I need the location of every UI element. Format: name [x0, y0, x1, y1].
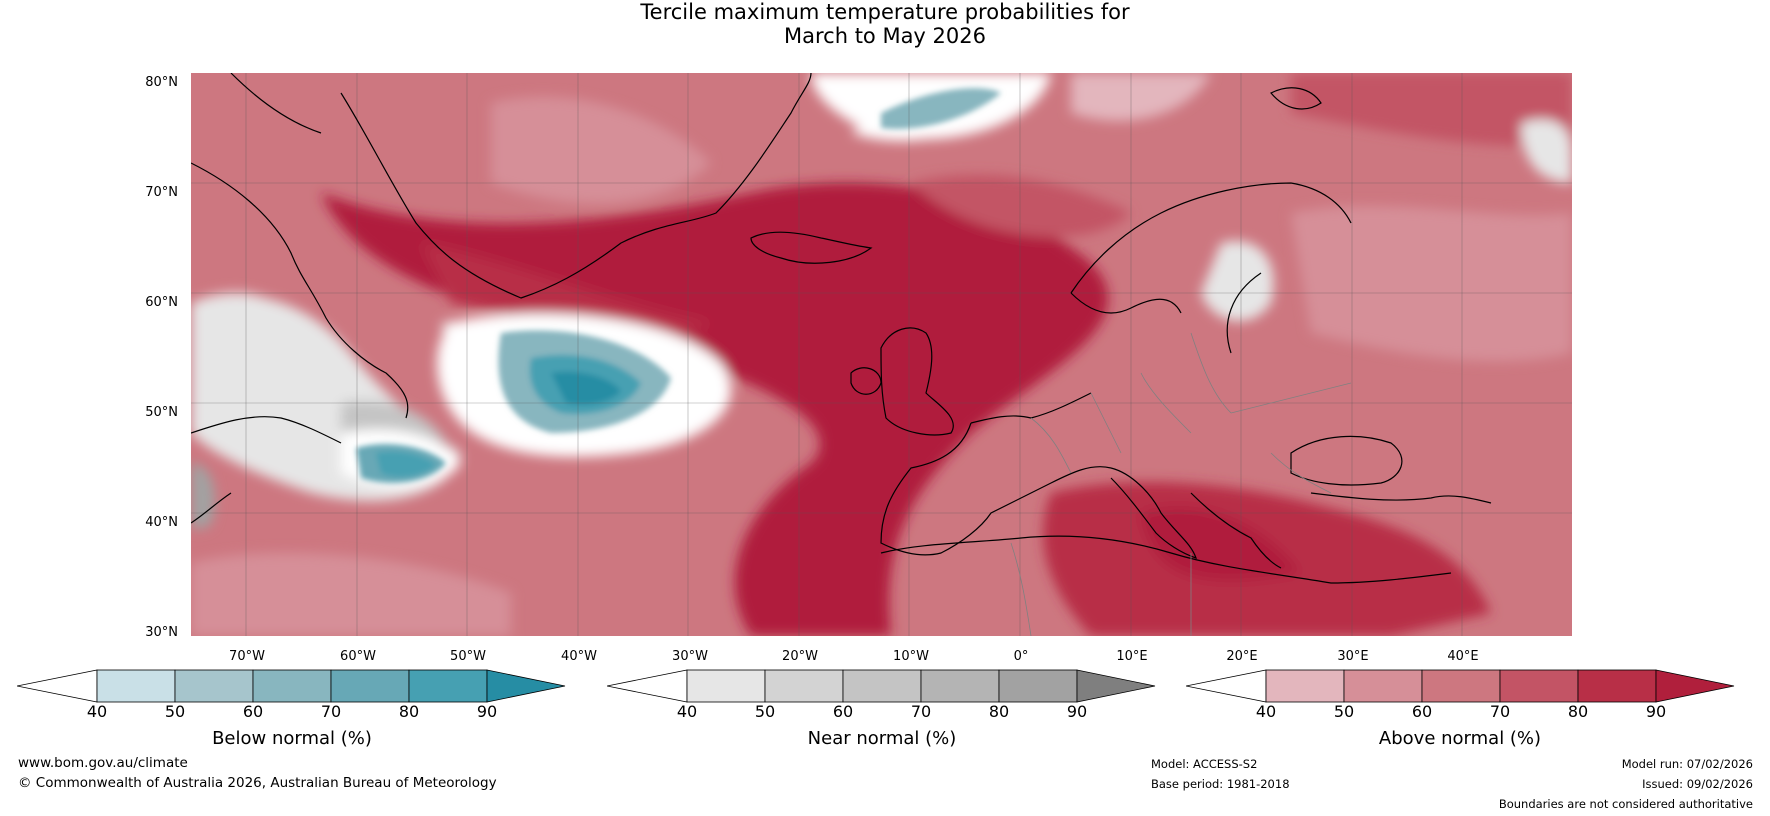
colorbar-segment — [96, 669, 176, 703]
colorbar-segment — [1499, 669, 1579, 703]
lat-label-40n: 40°N — [145, 515, 178, 530]
cb-tick: 70 — [320, 702, 342, 721]
lon-label-60w: 60°W — [340, 649, 376, 664]
below-normal-label: Below normal (%) — [212, 728, 372, 749]
colorbar-segment — [252, 669, 332, 703]
colorbar-extend-low — [16, 669, 98, 703]
near-normal-label: Near normal (%) — [807, 728, 957, 749]
cb-tick: 80 — [1567, 702, 1589, 721]
colorbar-near-normal — [606, 669, 1157, 707]
cb-tick: 90 — [476, 702, 498, 721]
lat-label-30n: 30°N — [145, 625, 178, 640]
cb-tick: 70 — [1489, 702, 1511, 721]
graticule — [191, 73, 1572, 636]
colorbar-segment — [1577, 669, 1657, 703]
cb-tick: 40 — [1255, 702, 1277, 721]
lat-label-50n: 50°N — [145, 405, 178, 420]
colorbar-extend-high — [486, 669, 566, 703]
lon-label-10w: 10°W — [893, 649, 929, 664]
map-title: Tercile maximum temperature probabilitie… — [0, 0, 1770, 48]
colorbar-segment — [1343, 669, 1423, 703]
colorbar-extend-low — [606, 669, 688, 703]
lon-label-20w: 20°W — [782, 649, 818, 664]
cb-tick: 50 — [164, 702, 186, 721]
colorbar-segment — [686, 669, 766, 703]
base-period-text: Base period: 1981-2018 — [1151, 777, 1290, 791]
cb-tick: 60 — [242, 702, 264, 721]
copyright-text: © Commonwealth of Australia 2026, Austra… — [18, 775, 497, 791]
title-line-2: March to May 2026 — [784, 24, 986, 48]
lon-label-50w: 50°W — [450, 649, 486, 664]
lat-label-70n: 70°N — [145, 185, 178, 200]
lat-label-80n: 80°N — [145, 75, 178, 90]
cb-tick: 40 — [86, 702, 108, 721]
cb-tick: 50 — [1333, 702, 1355, 721]
colorbar-extend-low — [1185, 669, 1267, 703]
cb-tick: 60 — [832, 702, 854, 721]
lon-label-70w: 70°W — [229, 649, 265, 664]
map-canvas — [191, 73, 1572, 636]
title-line-1: Tercile maximum temperature probabilitie… — [640, 0, 1130, 24]
cb-tick: 90 — [1645, 702, 1667, 721]
cb-tick: 90 — [1066, 702, 1088, 721]
website-link[interactable]: www.bom.gov.au/climate — [18, 755, 188, 771]
model-text: Model: ACCESS-S2 — [1151, 757, 1258, 771]
lat-label-60n: 60°N — [145, 295, 178, 310]
colorbar-extend-high — [1655, 669, 1735, 703]
colorbar-segment — [998, 669, 1078, 703]
colorbar-segment — [174, 669, 254, 703]
cb-tick: 80 — [988, 702, 1010, 721]
lon-label-0: 0° — [1013, 649, 1029, 664]
colorbar-extend-high — [1076, 669, 1156, 703]
boundaries-text: Boundaries are not considered authoritat… — [1498, 797, 1753, 811]
lon-label-30w: 30°W — [672, 649, 708, 664]
model-run-text: Model run: 07/02/2026 — [1621, 757, 1753, 771]
colorbar-segment — [842, 669, 922, 703]
issued-text: Issued: 09/02/2026 — [1642, 777, 1753, 791]
colorbar-segment — [1265, 669, 1345, 703]
probability-map — [191, 73, 1572, 636]
colorbar-below-normal — [16, 669, 567, 707]
above-normal-label: Above normal (%) — [1378, 728, 1542, 749]
lon-label-30e: 30°E — [1337, 649, 1369, 664]
country-borders — [1010, 332, 1352, 636]
cb-tick: 50 — [754, 702, 776, 721]
colorbar-above-normal — [1185, 669, 1736, 707]
cb-tick: 40 — [676, 702, 698, 721]
colorbar-segment — [408, 669, 488, 703]
colorbar-segment — [920, 669, 1000, 703]
lon-label-10e: 10°E — [1116, 649, 1148, 664]
lon-label-40e: 40°E — [1447, 649, 1479, 664]
cb-tick: 80 — [398, 702, 420, 721]
colorbar-segment — [764, 669, 844, 703]
cb-tick: 60 — [1411, 702, 1433, 721]
cb-tick: 70 — [910, 702, 932, 721]
lon-label-40w: 40°W — [561, 649, 597, 664]
lon-label-20e: 20°E — [1226, 649, 1258, 664]
colorbar-segment — [330, 669, 410, 703]
colorbar-segment — [1421, 669, 1501, 703]
